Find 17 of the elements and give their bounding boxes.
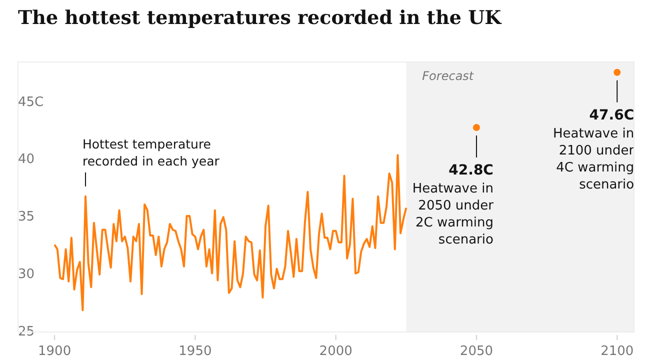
data-label: 42.8C xyxy=(448,162,494,178)
y-tick-label: 30 xyxy=(18,267,35,282)
band-label: Forecast xyxy=(422,69,475,83)
y-tick-label: 40 xyxy=(18,152,35,168)
x-tick-label: 2050 xyxy=(460,344,494,359)
annotation: Heatwave in 2050 under 2C warming scenario xyxy=(412,181,494,248)
annotation: Hottest temperature recorded in each year xyxy=(82,136,220,168)
data-label: 47.6C xyxy=(589,107,634,124)
x-tick-label: 1900 xyxy=(38,344,72,359)
x-tick-label: 2100 xyxy=(600,344,634,359)
line-series xyxy=(54,154,408,312)
y-tick-label: 35 xyxy=(18,210,35,225)
y-tick-label: 45C xyxy=(18,94,44,110)
x-tick-label: 1950 xyxy=(178,344,212,359)
annotation: Heatwave in 2100 under 4C warming scenario xyxy=(553,126,635,192)
chart-title: The hottest temperatures recorded in the UK xyxy=(18,7,503,29)
x-tick-label: 2000 xyxy=(319,344,352,359)
